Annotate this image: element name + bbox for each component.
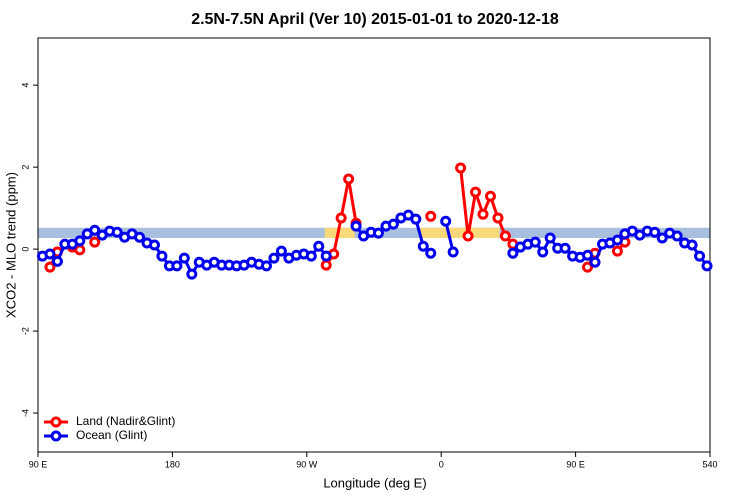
- x-axis-label: Longitude (deg E): [323, 475, 426, 490]
- data-point: [582, 261, 594, 273]
- data-point: [611, 245, 623, 257]
- data-point: [268, 252, 280, 264]
- data-point: [275, 245, 287, 257]
- data-point: [462, 230, 474, 242]
- data-point: [470, 186, 482, 198]
- legend-label: Land (Nadir&Glint): [76, 414, 175, 428]
- data-point: [417, 240, 429, 252]
- x-tick-label: 90 E: [29, 459, 48, 469]
- data-point: [111, 226, 123, 238]
- data-point: [305, 250, 317, 262]
- data-point: [343, 173, 355, 185]
- y-tick-label: -2: [20, 327, 30, 335]
- data-point: [686, 239, 698, 251]
- y-axis-label: XCO2 - MLO trend (ppm): [3, 172, 18, 318]
- data-point: [582, 249, 594, 261]
- x-tick-label: 540: [702, 459, 717, 469]
- data-point: [260, 260, 272, 272]
- y-tick-label: 4: [20, 83, 30, 88]
- x-tick-label: 180: [165, 459, 180, 469]
- data-point: [51, 255, 63, 267]
- legend-marker: [50, 430, 62, 442]
- data-point: [499, 230, 511, 242]
- legend-label: Ocean (Glint): [76, 428, 147, 442]
- data-point: [89, 236, 101, 248]
- data-point: [492, 212, 504, 224]
- data-point: [320, 250, 332, 262]
- plot-frame: [37, 37, 711, 453]
- data-point: [507, 247, 519, 259]
- data-point: [589, 256, 601, 268]
- data-point: [544, 232, 556, 244]
- data-point: [372, 227, 384, 239]
- data-point: [44, 261, 56, 273]
- legend-marker: [50, 416, 62, 428]
- data-point: [455, 162, 467, 174]
- data-point: [649, 226, 661, 238]
- y-tick-label: -4: [20, 409, 30, 417]
- data-point: [387, 218, 399, 230]
- highlight-span: [324, 227, 355, 239]
- data-point: [425, 210, 437, 222]
- data-point: [484, 190, 496, 202]
- data-point: [44, 248, 56, 260]
- chart-title: 2.5N-7.5N April (Ver 10) 2015-01-01 to 2…: [191, 11, 559, 28]
- data-point: [74, 244, 86, 256]
- data-point: [134, 231, 146, 243]
- data-point: [447, 246, 459, 258]
- data-point: [671, 230, 683, 242]
- x-tick-label: 0: [439, 459, 444, 469]
- data-point: [425, 247, 437, 259]
- data-point: [74, 235, 86, 247]
- x-tick-label: 90 E: [566, 459, 585, 469]
- data-point: [440, 215, 452, 227]
- data-point: [148, 239, 160, 251]
- data-point: [611, 234, 623, 246]
- y-tick-label: 2: [20, 165, 30, 170]
- data-point: [186, 268, 198, 280]
- data-point: [559, 242, 571, 254]
- data-point: [350, 220, 362, 232]
- data-point: [694, 250, 706, 262]
- data-point: [410, 213, 422, 225]
- data-point: [313, 240, 325, 252]
- data-point: [477, 208, 489, 220]
- data-point: [178, 252, 190, 264]
- x-tick-label: 90 W: [296, 459, 318, 469]
- data-point: [156, 250, 168, 262]
- highlight-span: [420, 227, 500, 239]
- data-point: [335, 212, 347, 224]
- data-point: [656, 232, 668, 244]
- data-point: [320, 259, 332, 271]
- data-point: [537, 246, 549, 258]
- y-tick-label: 0: [20, 247, 30, 252]
- data-point: [529, 236, 541, 248]
- data-point: [89, 224, 101, 236]
- data-point: [701, 260, 713, 272]
- data-point: [171, 260, 183, 272]
